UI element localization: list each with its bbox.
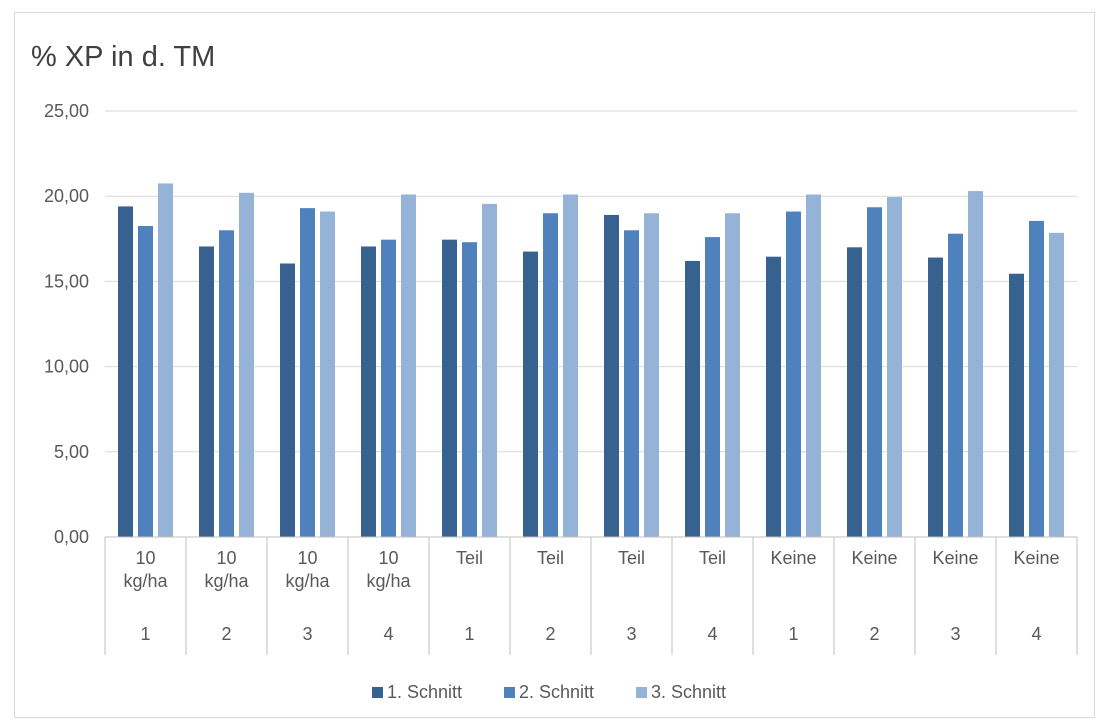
bar-series-3 — [887, 197, 902, 537]
legend-label: 1. Schnitt — [387, 682, 462, 702]
category-label: kg/ha — [123, 571, 168, 591]
bar-series-3 — [644, 213, 659, 538]
bar-series-1 — [685, 260, 700, 537]
bar-series-2 — [624, 230, 639, 537]
bar-series-2 — [867, 207, 882, 537]
bar-series-3 — [482, 203, 497, 538]
category-label: Keine — [770, 548, 816, 568]
bar-series-1 — [604, 214, 619, 537]
bar-series-3 — [725, 213, 740, 538]
bar-series-2 — [219, 230, 234, 537]
bar-series-2 — [543, 213, 558, 538]
category-sublabel: 1 — [140, 624, 150, 644]
category-sublabel: 3 — [626, 624, 636, 644]
category-label: kg/ha — [366, 571, 411, 591]
chart-title: % XP in d. TM — [31, 41, 215, 73]
category-label: Keine — [932, 548, 978, 568]
bar-series-3 — [563, 194, 578, 537]
category-label: Teil — [699, 548, 726, 568]
bar-series-2 — [138, 226, 153, 537]
legend-swatch — [504, 687, 515, 698]
bar-series-2 — [462, 242, 477, 537]
bar-series-1 — [199, 246, 214, 537]
bar-series-3 — [320, 211, 335, 537]
bar-layer — [118, 183, 1064, 538]
axis-layer: 0,00 5,00 10,00 15,00 20,00 25,00 10 kg/ha 1 10 kg… — [44, 101, 1078, 655]
bar-series-1 — [1009, 273, 1024, 537]
legend-swatch — [636, 687, 647, 698]
category-label: Keine — [1013, 548, 1059, 568]
legend: 1. Schnitt 2. Schnitt 3. Schnitt — [372, 682, 726, 702]
category-sublabel: 1 — [788, 624, 798, 644]
y-tick-label: 0,00 — [54, 527, 89, 547]
bar-series-3 — [158, 183, 173, 538]
y-tick-label: 5,00 — [54, 442, 89, 462]
category-sublabel: 3 — [950, 624, 960, 644]
category-label: 10 — [135, 548, 155, 568]
bar-series-3 — [968, 191, 983, 537]
chart-svg: % XP in d. TM 0,00 5,00 10,00 15,00 20,00 25,… — [31, 41, 1078, 702]
bar-series-1 — [361, 246, 376, 537]
bar-series-2 — [300, 208, 315, 538]
chart-frame: % XP in d. TM 0,00 5,00 10,00 15,00 20,00 25,… — [14, 12, 1095, 718]
category-label: 10 — [378, 548, 398, 568]
category-sublabel: 3 — [302, 624, 312, 644]
bar-series-1 — [847, 247, 862, 537]
bar-series-3 — [401, 194, 416, 537]
bar-series-2 — [948, 233, 963, 538]
legend-label: 3. Schnitt — [651, 682, 726, 702]
category-label: kg/ha — [285, 571, 330, 591]
category-sublabel: 2 — [221, 624, 231, 644]
bar-series-1 — [442, 239, 457, 538]
grid-layer — [105, 110, 1077, 453]
bar-series-3 — [239, 192, 254, 538]
category-sublabel: 4 — [383, 624, 393, 644]
category-sublabel: 4 — [1031, 624, 1041, 644]
category-sublabel: 2 — [545, 624, 555, 644]
y-tick-label: 10,00 — [44, 357, 89, 377]
bar-series-1 — [280, 263, 295, 537]
bar-series-2 — [381, 239, 396, 538]
category-label: 10 — [216, 548, 236, 568]
category-sublabel: 1 — [464, 624, 474, 644]
bar-series-1 — [523, 251, 538, 537]
bar-series-3 — [806, 194, 821, 537]
y-tick-label: 25,00 — [44, 101, 89, 121]
category-label: 10 — [297, 548, 317, 568]
bar-series-1 — [766, 256, 781, 537]
bar-series-1 — [928, 257, 943, 537]
legend-swatch — [372, 687, 383, 698]
category-sublabel: 4 — [707, 624, 717, 644]
category-label: Keine — [851, 548, 897, 568]
y-tick-label: 20,00 — [44, 186, 89, 206]
category-label: kg/ha — [204, 571, 249, 591]
y-tick-label: 15,00 — [44, 271, 89, 291]
bar-series-2 — [705, 237, 720, 537]
bar-series-2 — [786, 211, 801, 537]
bar-series-2 — [1029, 220, 1044, 537]
legend-label: 2. Schnitt — [519, 682, 594, 702]
category-sublabel: 2 — [869, 624, 879, 644]
category-label: Teil — [537, 548, 564, 568]
category-label: Teil — [618, 548, 645, 568]
category-label: Teil — [456, 548, 483, 568]
bar-series-1 — [118, 206, 133, 537]
bar-series-3 — [1049, 232, 1064, 537]
